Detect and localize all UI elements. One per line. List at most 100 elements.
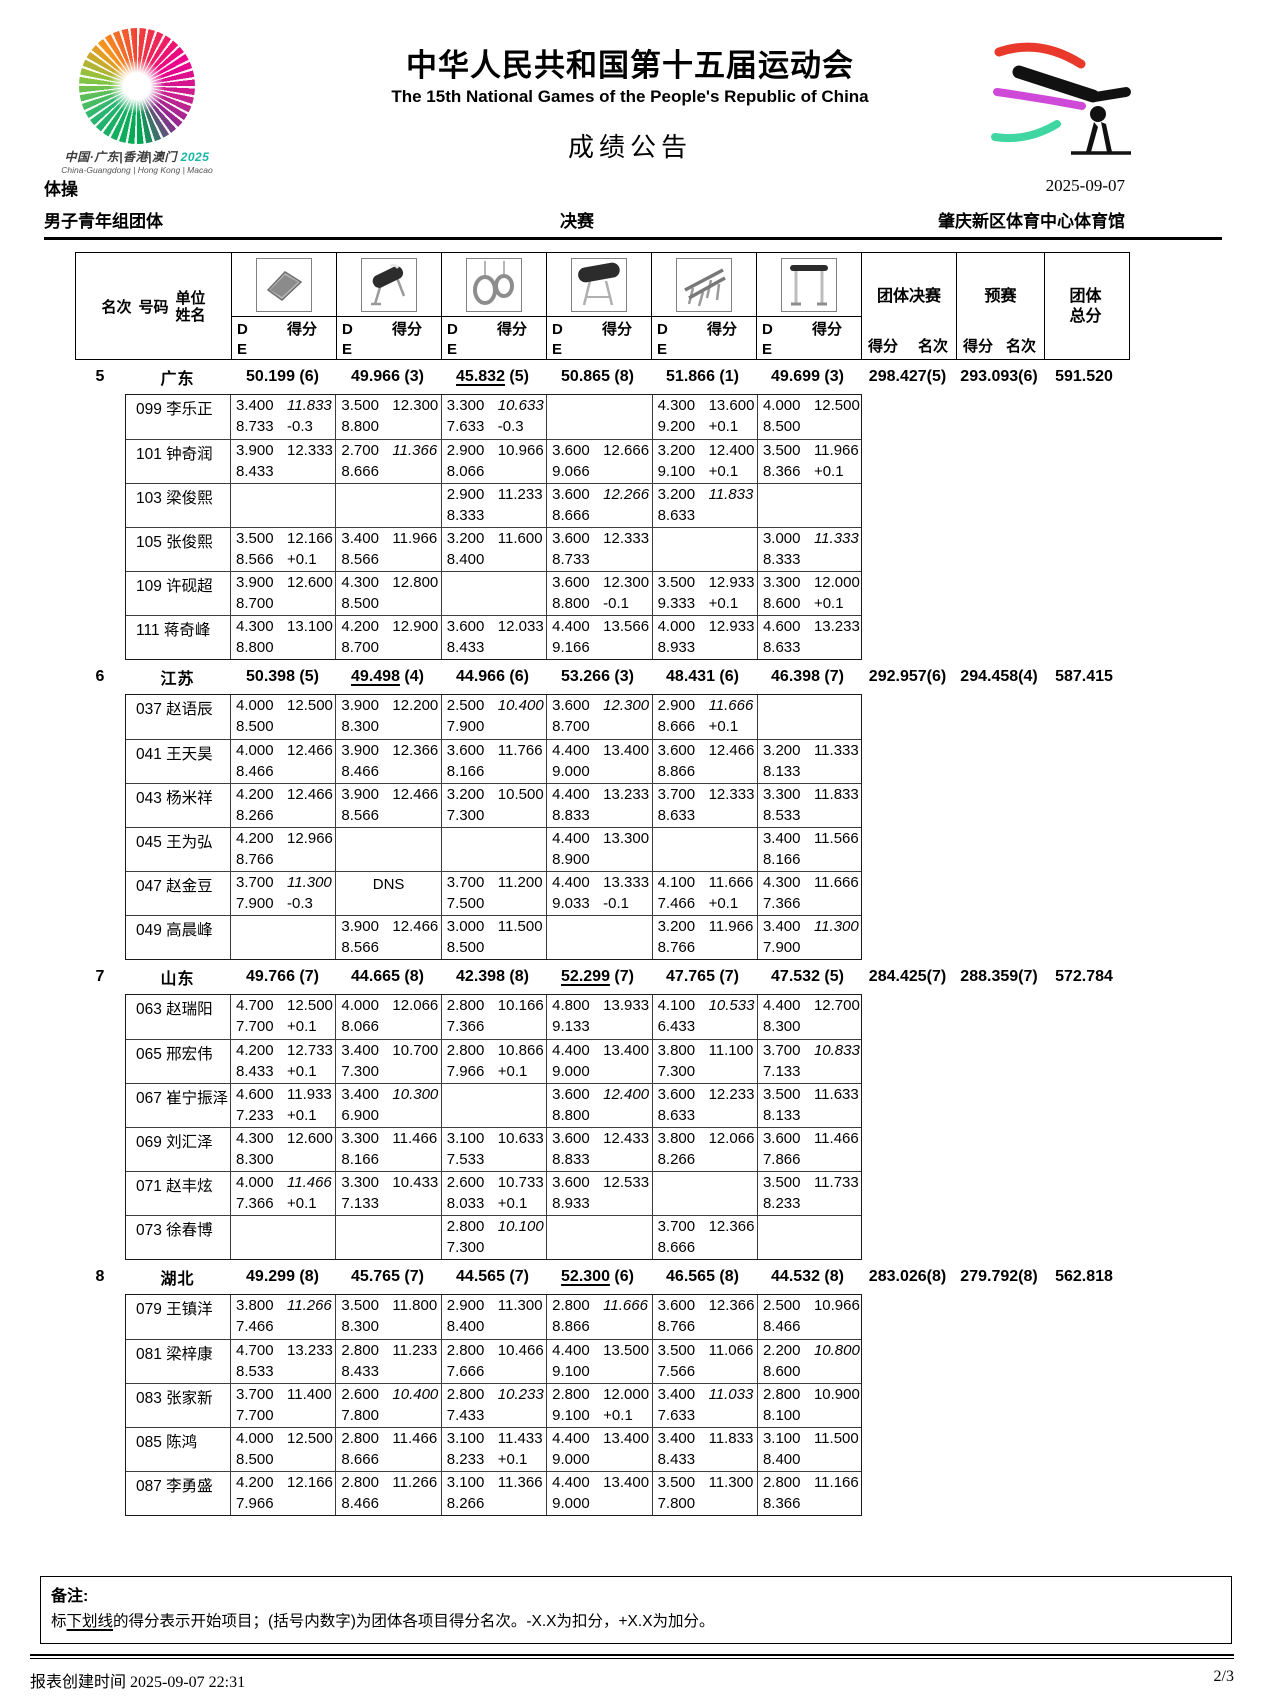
score-value: 12.033 <box>497 618 544 635</box>
e-value: 8.566 <box>341 806 379 824</box>
e-value: 8.600 <box>762 1362 801 1380</box>
athlete-row: 041 王天昊 4.000 12.466 8.466 3.900 12.366 8.466 3… <box>126 739 861 783</box>
apparatus-score-cell: 4.000 12.066 8.066 <box>335 995 440 1039</box>
apparatus-score-cell: 3.600 12.533 8.933 <box>546 1172 651 1215</box>
d-value: 3.300 <box>341 1130 379 1147</box>
team-final-score: 298.427(5) <box>868 368 947 385</box>
score-value: 10.633 <box>497 1130 544 1147</box>
score-value: 11.833 <box>708 486 754 503</box>
athlete-row: 099 李乐正 3.400 11.833 8.733 -0.3 3.500 12.300 8.… <box>126 395 861 439</box>
d-value: 4.000 <box>657 618 696 635</box>
d-value: 3.400 <box>341 1086 379 1103</box>
apparatus-score-cell: 3.400 11.966 8.566 <box>335 528 440 571</box>
team-event-score: 50.865 (8) <box>545 368 650 386</box>
apparatus-score-cell <box>756 484 862 527</box>
athlete-row: 081 梁梓康 4.700 13.233 8.533 2.800 11.233 8.433 2… <box>126 1339 861 1383</box>
score-value: 11.500 <box>497 918 543 935</box>
score-value: 11.433 <box>497 1430 543 1447</box>
e-value: 7.966 <box>236 1494 274 1512</box>
score-value: 13.566 <box>603 618 650 635</box>
apparatus-score-cell: 3.400 11.300 7.900 <box>756 916 862 959</box>
e-value: 7.700 <box>236 1017 274 1035</box>
team-total-label-1: 团体 <box>1069 287 1102 305</box>
d-value: 2.800 <box>446 1342 485 1359</box>
apparatus-score-cell <box>440 828 546 871</box>
apparatus-score-cell: 4.300 13.600 9.200 +0.1 <box>651 395 757 439</box>
d-value: 4.100 <box>657 997 696 1014</box>
athlete-row: 049 高晨峰 3.900 12.466 8.566 3.000 11.500 8.500 3… <box>126 915 861 959</box>
team-event-score: 44.532 (8) <box>755 1268 860 1286</box>
e-value: 9.000 <box>552 1062 590 1080</box>
e-value: 8.400 <box>762 1450 801 1468</box>
score-value: 13.600 <box>708 397 755 414</box>
d-value: 3.900 <box>341 697 379 714</box>
athlete-number-name: 041 王天昊 <box>136 746 213 763</box>
d-value: 3.600 <box>657 1086 696 1103</box>
athlete-number-name: 087 李勇盛 <box>136 1478 213 1495</box>
table-header: 名次 号码 单位 姓名 D 得分 E <box>75 252 1130 360</box>
e-value: 7.133 <box>341 1194 379 1212</box>
athlete-row: 065 邢宏伟 4.200 12.733 8.433 +0.1 3.400 10.700 7.… <box>126 1039 861 1083</box>
apparatus-score-cell: 2.800 11.266 8.466 <box>335 1472 440 1515</box>
e-value: 8.300 <box>341 1317 379 1335</box>
athlete-row: 079 王镇洋 3.800 11.266 7.466 3.500 11.800 8.300 2… <box>126 1295 861 1339</box>
apparatus-score-cell: 3.600 11.466 7.866 <box>756 1128 862 1171</box>
score-value: 11.066 <box>708 1342 754 1359</box>
page-number: 2/3 <box>1213 1668 1234 1685</box>
d-value: 4.400 <box>552 874 590 891</box>
e-value: 8.166 <box>762 850 801 868</box>
score-value: 11.800 <box>392 1297 438 1314</box>
d-value: 2.800 <box>341 1430 379 1447</box>
e-value: 6.900 <box>341 1106 379 1124</box>
team-event-score: 45.832 (5) <box>440 368 545 386</box>
team-event-rank: (5) <box>819 968 844 985</box>
apparatus-score-cell: 2.500 10.966 8.466 <box>756 1295 862 1339</box>
apparatus-score-cell: 2.900 11.233 8.333 <box>440 484 546 527</box>
apparatus-score-cell: 2.800 10.900 8.100 <box>756 1384 862 1427</box>
score-value: 13.400 <box>603 742 650 759</box>
d-value: 3.600 <box>552 1086 590 1103</box>
team-total-score: 591.520 <box>1055 368 1113 385</box>
d-score-label: D <box>762 321 773 338</box>
e-value: 8.433 <box>446 638 485 656</box>
score-value: 13.500 <box>603 1342 650 1359</box>
athlete-number-name: 109 许砚超 <box>136 578 213 595</box>
header-rank-label: 名次 <box>101 299 132 316</box>
team-name: 湖北 <box>160 1271 195 1288</box>
d-value: 3.400 <box>341 1042 379 1059</box>
e-value: 8.266 <box>657 1150 696 1168</box>
score-value: 10.466 <box>497 1342 544 1359</box>
score-value: 11.666 <box>603 1297 648 1314</box>
apparatus-score-cell: 4.300 12.800 8.500 <box>335 572 440 615</box>
apparatus-score-cell: 4.600 11.933 7.233 +0.1 <box>230 1084 335 1127</box>
apparatus-score-cell: 3.500 11.066 7.566 <box>651 1340 757 1383</box>
apparatus-score-cell <box>230 1216 335 1259</box>
e-value: 8.433 <box>657 1450 696 1468</box>
penalty-value: +0.1 <box>497 1450 528 1468</box>
apparatus-score-cell: 3.000 11.500 8.500 <box>440 916 546 959</box>
penalty-value: +0.1 <box>708 417 739 435</box>
apparatus-score-cell: 3.100 11.366 8.266 <box>440 1472 546 1515</box>
apparatus-score-cell: 4.400 13.300 8.900 <box>546 828 651 871</box>
score-label: 得分 <box>963 338 994 355</box>
prelim-label: 预赛 <box>984 288 1017 305</box>
athlete-number-name: 045 王为弘 <box>136 834 213 851</box>
e-value: 8.600 <box>762 594 801 612</box>
team-summary-row: 8 湖北 49.299 (8) 45.765 (7) 44.565 (7) 52.300 … <box>75 1260 1130 1294</box>
athlete-row: 083 张家新 3.700 11.400 7.700 2.600 10.400 7.800 2… <box>126 1383 861 1427</box>
score-value: 10.866 <box>497 1042 544 1059</box>
team-event-score: 47.532 (5) <box>755 968 860 986</box>
e-value: 8.066 <box>446 462 485 480</box>
e-value: 8.700 <box>236 594 274 612</box>
e-value: 8.366 <box>762 1494 801 1512</box>
score-value: 11.966 <box>813 442 859 459</box>
e-value: 8.066 <box>341 1017 379 1035</box>
team-summary-row: 6 江苏 50.398 (5) 49.498 (4) 44.966 (6) 53.266 … <box>75 660 1130 694</box>
d-score-label: D <box>342 321 353 338</box>
score-value: 12.333 <box>708 786 755 803</box>
team-event-score: 49.498 (4) <box>335 668 440 686</box>
e-value: 7.433 <box>446 1406 485 1424</box>
apparatus-score-cell: 2.800 10.100 7.300 <box>440 1216 546 1259</box>
rings-icon <box>466 257 522 312</box>
apparatus-score-cell: 3.300 10.433 7.133 <box>335 1172 440 1215</box>
